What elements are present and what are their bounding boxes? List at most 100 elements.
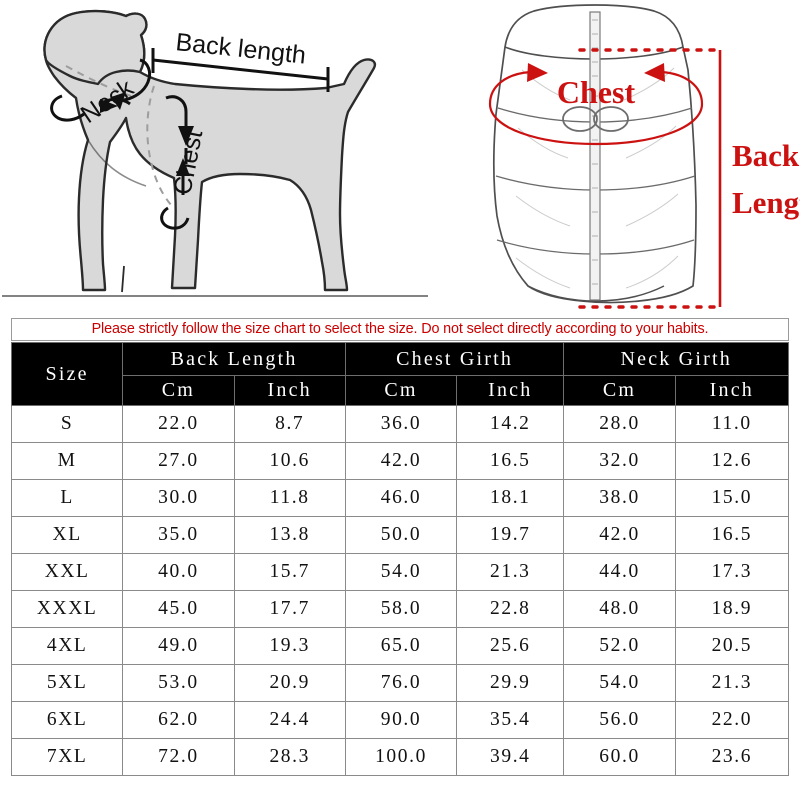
table-row: 4XL 49.0 19.3 65.0 25.6 52.0 20.5 — [10, 627, 790, 665]
measurement-cell: 48.0 — [563, 590, 676, 628]
back-length-dimension — [151, 48, 330, 92]
measurement-cell: 46.0 — [344, 479, 458, 517]
size-cell: S — [10, 405, 124, 443]
header-neck-girth-inch: Inch — [674, 375, 790, 406]
measurement-cell: 16.5 — [674, 516, 790, 554]
measurement-cell: 60.0 — [563, 738, 676, 776]
header-back-length: Back Length — [122, 342, 346, 376]
measurement-cell: 35.0 — [122, 516, 235, 554]
measurement-cell: 19.7 — [456, 516, 565, 554]
measurement-cell: 17.3 — [674, 553, 790, 591]
measurement-cell: 52.0 — [563, 627, 676, 665]
measurement-cell: 16.5 — [456, 442, 565, 480]
size-chart-body: S 22.0 8.7 36.0 14.2 28.0 11.0 M 27.0 10.6 42.0 16.… — [10, 405, 790, 776]
measurement-cell: 39.4 — [456, 738, 565, 776]
header-chest-girth-cm: Cm — [344, 375, 458, 406]
measurement-cell: 19.3 — [233, 627, 346, 665]
size-chart-header: Size Back Length Chest Girth Neck Girth … — [10, 342, 790, 406]
size-cell: 5XL — [10, 664, 124, 702]
measurement-cell: 76.0 — [344, 664, 458, 702]
size-warning-text: Please strictly follow the size chart to… — [91, 321, 709, 338]
measurement-cell: 10.6 — [233, 442, 346, 480]
measurement-cell: 15.7 — [233, 553, 346, 591]
header-back-length-inch: Inch — [233, 375, 346, 406]
measurement-cell: 29.9 — [456, 664, 565, 702]
header-back-length-cm: Cm — [122, 375, 235, 406]
measurement-cell: 27.0 — [122, 442, 235, 480]
d-ring — [562, 106, 629, 132]
measurement-cell: 90.0 — [344, 701, 458, 739]
chest-measure-ellipse — [488, 70, 704, 146]
measurement-cell: 58.0 — [344, 590, 458, 628]
dog-puffer-vest-measurement-diagram: Chest Back Length — [488, 4, 800, 309]
measurement-cell: 53.0 — [122, 664, 235, 702]
measurement-cell: 14.2 — [456, 405, 565, 443]
measurement-cell: 24.4 — [233, 701, 346, 739]
measurement-cell: 15.0 — [674, 479, 790, 517]
measurement-cell: 36.0 — [344, 405, 458, 443]
table-unit-header-row: Cm Inch Cm Inch Cm Inch — [12, 375, 790, 406]
measurement-cell: 45.0 — [122, 590, 235, 628]
measurement-cell: 21.3 — [674, 664, 790, 702]
size-warning-banner: Please strictly follow the size chart to… — [11, 318, 789, 341]
measurement-cell: 42.0 — [563, 516, 676, 554]
table-group-header-row: Size Back Length Chest Girth Neck Girth — [10, 342, 789, 406]
dog-silhouette — [43, 9, 377, 293]
table-row: S 22.0 8.7 36.0 14.2 28.0 11.0 — [10, 405, 790, 443]
jacket-back-length-label-line2: Length — [732, 185, 800, 220]
measurement-cell: 54.0 — [344, 553, 458, 591]
header-chest-girth: Chest Girth — [344, 342, 565, 376]
table-row: XL 35.0 13.8 50.0 19.7 42.0 16.5 — [10, 516, 790, 554]
dog-side-view-measurement-diagram: Back length Neck Chest — [2, 9, 428, 297]
measurement-cell: 100.0 — [344, 738, 458, 776]
measurement-cell: 54.0 — [563, 664, 676, 702]
table-row: 5XL 53.0 20.9 76.0 29.9 54.0 21.3 — [10, 664, 790, 702]
back-length-measure — [578, 48, 722, 309]
table-row: L 30.0 11.8 46.0 18.1 38.0 15.0 — [10, 479, 790, 517]
size-cell: 4XL — [10, 627, 124, 665]
measurement-cell: 35.4 — [456, 701, 565, 739]
measurement-cell: 11.8 — [233, 479, 346, 517]
size-cell: XL — [10, 516, 124, 554]
measurement-cell: 62.0 — [122, 701, 235, 739]
illustration-band: Back length Neck Chest — [0, 0, 800, 316]
measurement-cell: 20.5 — [674, 627, 790, 665]
measurement-cell: 22.8 — [456, 590, 565, 628]
measurement-cell: 32.0 — [563, 442, 676, 480]
measurement-cell: 49.0 — [122, 627, 235, 665]
measurement-cell: 8.7 — [233, 405, 346, 443]
measurement-cell: 17.7 — [233, 590, 346, 628]
header-neck-girth-cm: Cm — [563, 375, 676, 406]
zipper — [589, 11, 601, 301]
measurement-cell: 30.0 — [122, 479, 235, 517]
table-row: M 27.0 10.6 42.0 16.5 32.0 12.6 — [10, 442, 790, 480]
measurement-cell: 11.0 — [674, 405, 790, 443]
measurement-cell: 12.6 — [674, 442, 790, 480]
jacket-chest-label: Chest — [557, 74, 636, 110]
measurement-cell: 44.0 — [563, 553, 676, 591]
size-cell: 7XL — [10, 738, 124, 776]
size-chart-table: Size Back Length Chest Girth Neck Girth … — [10, 342, 790, 776]
measurement-cell: 65.0 — [344, 627, 458, 665]
measurement-cell: 38.0 — [563, 479, 676, 517]
measurement-cell: 23.6 — [674, 738, 790, 776]
table-row: XXXL 45.0 17.7 58.0 22.8 48.0 18.9 — [10, 590, 790, 628]
measurement-cell: 21.3 — [456, 553, 565, 591]
jacket-back-length-label-line1: Back — [732, 138, 800, 173]
measurement-cell: 18.1 — [456, 479, 565, 517]
table-row: 6XL 62.0 24.4 90.0 35.4 56.0 22.0 — [10, 701, 790, 739]
measurement-cell: 50.0 — [344, 516, 458, 554]
measurement-cell: 25.6 — [456, 627, 565, 665]
measurement-cell: 22.0 — [674, 701, 790, 739]
measurement-cell: 72.0 — [122, 738, 235, 776]
measurement-cell: 40.0 — [122, 553, 235, 591]
measurement-cell: 20.9 — [233, 664, 346, 702]
header-size: Size — [10, 342, 124, 406]
size-cell: 6XL — [10, 701, 124, 739]
measurement-cell: 13.8 — [233, 516, 346, 554]
measurement-cell: 18.9 — [674, 590, 790, 628]
table-row: XXL 40.0 15.7 54.0 21.3 44.0 17.3 — [10, 553, 790, 591]
measurement-cell: 28.0 — [563, 405, 676, 443]
measurement-cell: 22.0 — [122, 405, 235, 443]
